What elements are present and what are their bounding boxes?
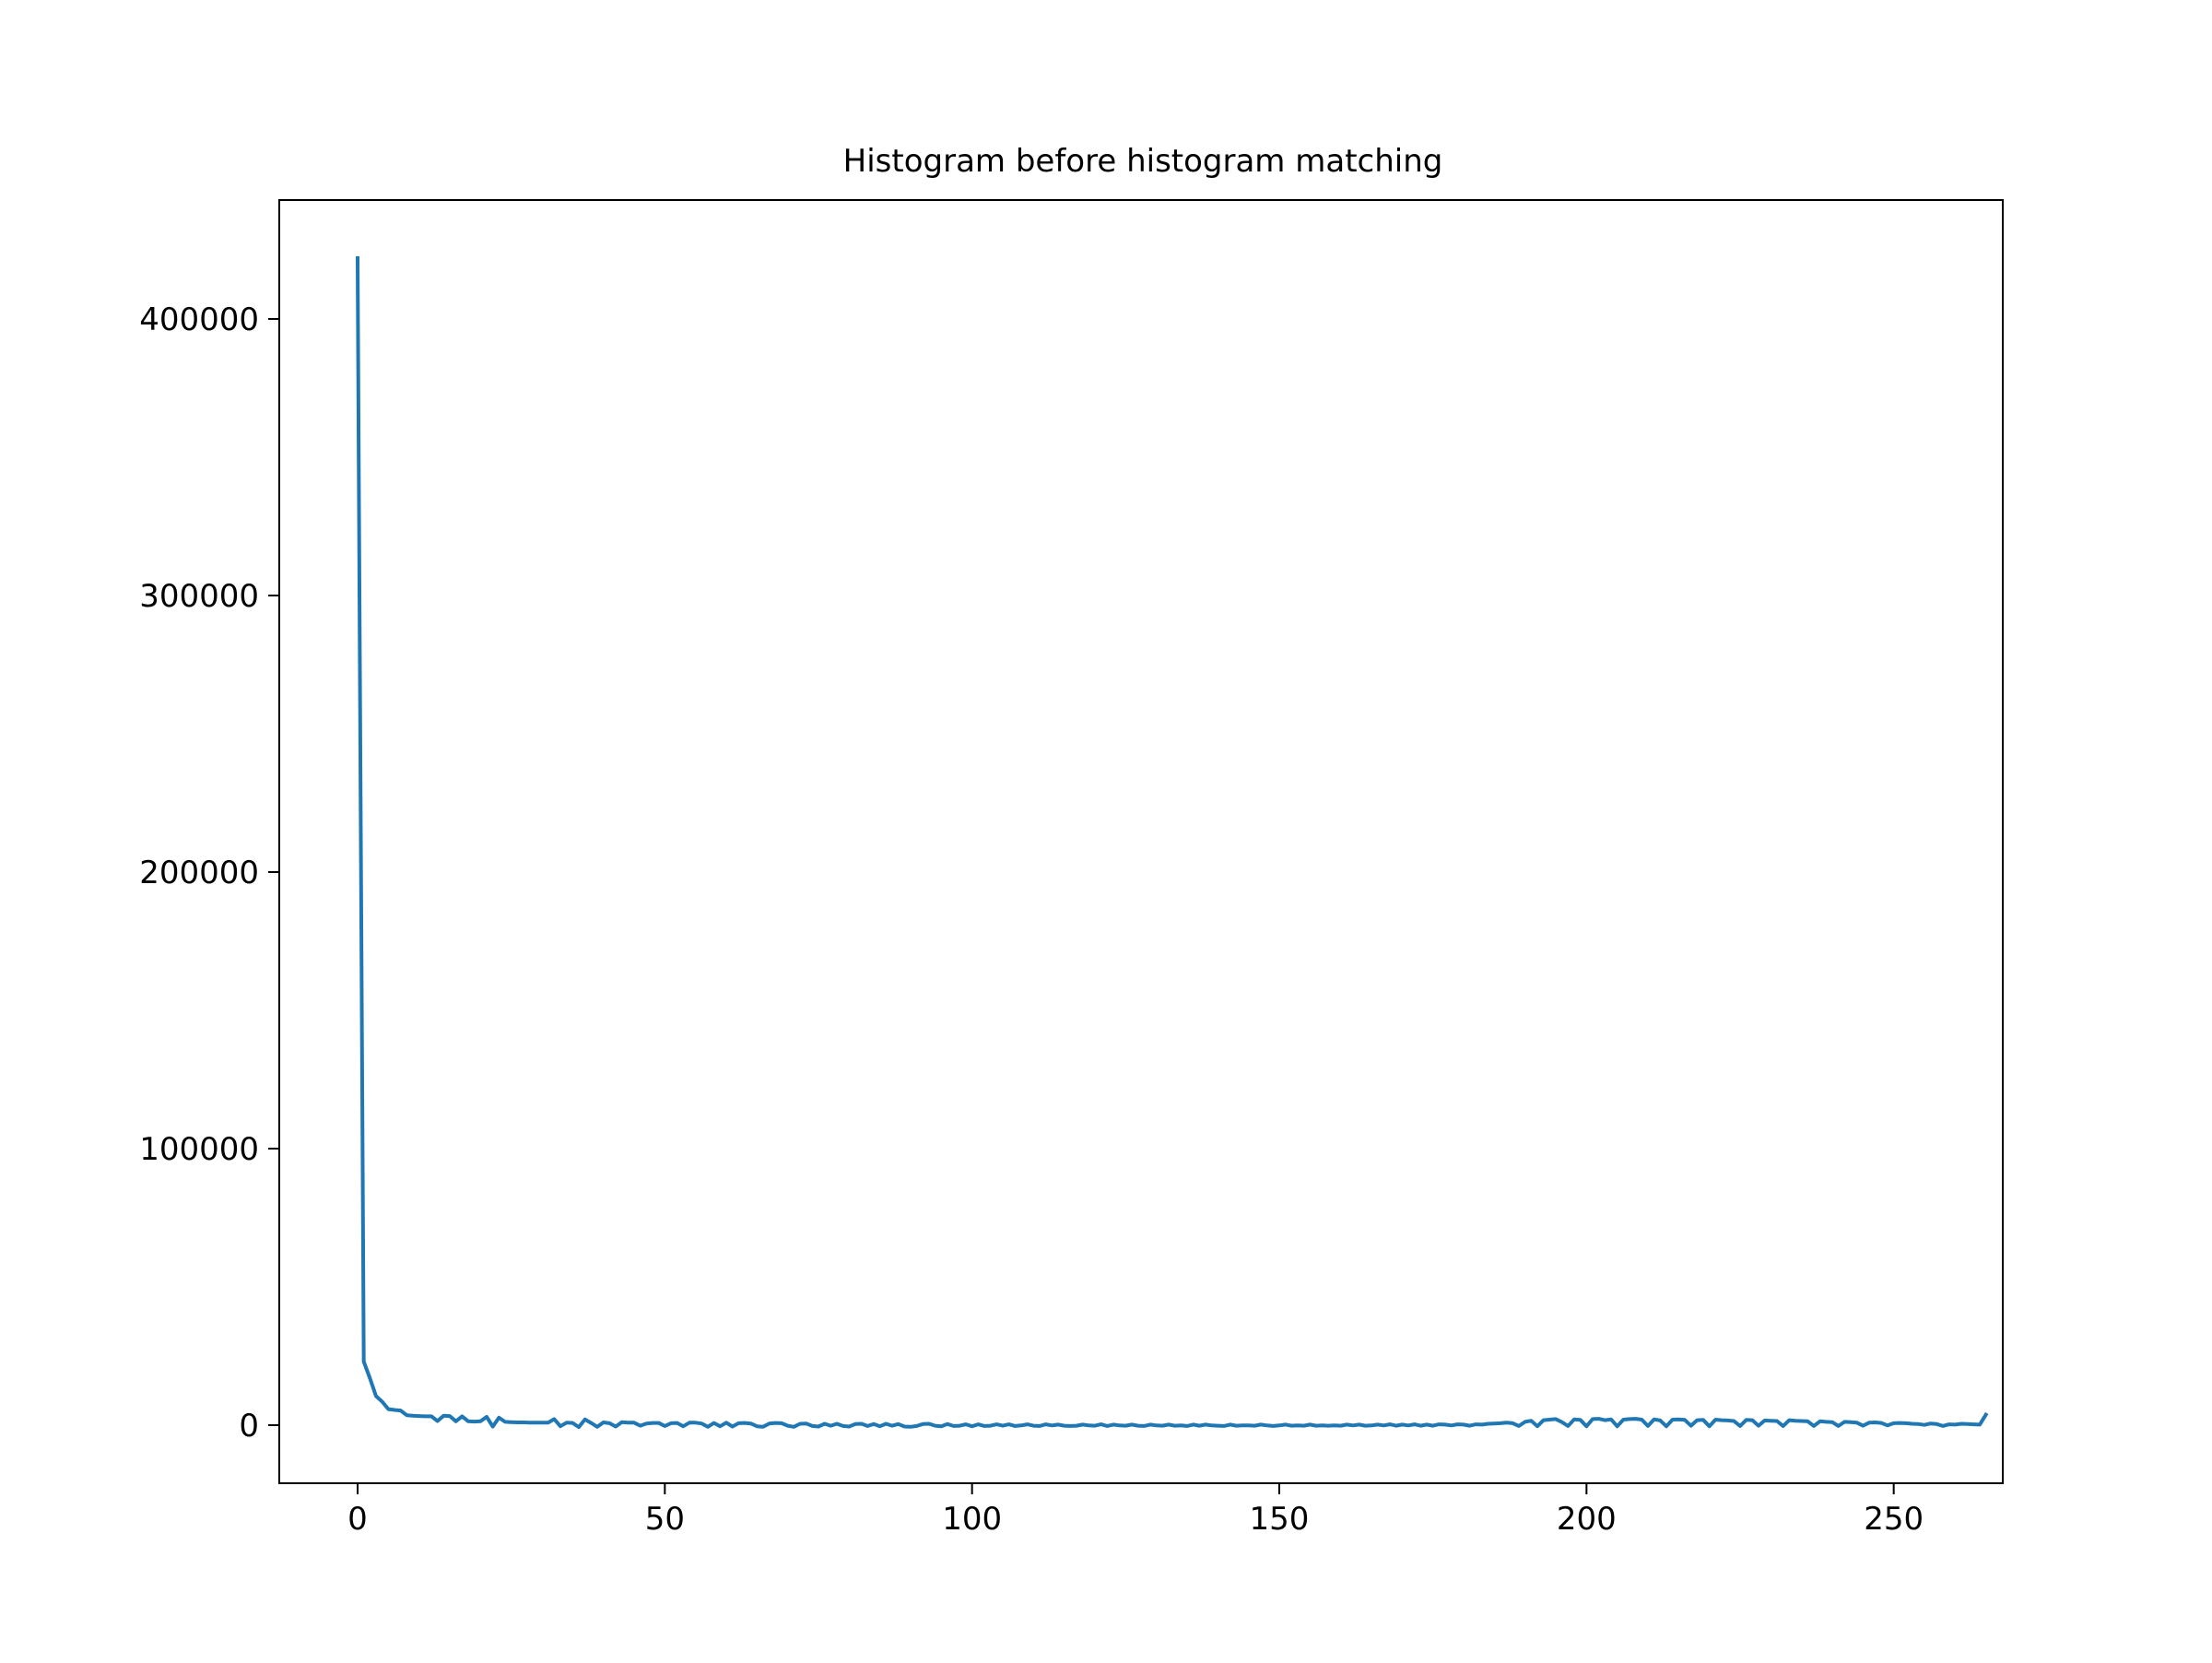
y-tick-label: 200000 bbox=[139, 855, 259, 891]
x-tick-label: 100 bbox=[942, 1501, 1002, 1538]
axes-frame bbox=[278, 199, 2004, 1484]
x-tick-label: 150 bbox=[1250, 1501, 1310, 1538]
x-tick-label: 200 bbox=[1557, 1501, 1617, 1538]
y-tick-label: 100000 bbox=[139, 1131, 259, 1168]
x-tick-label: 50 bbox=[645, 1501, 685, 1538]
chart-title: Histogram before histogram matching bbox=[843, 143, 1443, 180]
plot-area bbox=[355, 255, 1989, 1430]
y-tick-label: 400000 bbox=[139, 301, 259, 338]
x-tick-label: 250 bbox=[1864, 1501, 1924, 1538]
x-tick-label: 0 bbox=[347, 1501, 368, 1538]
y-tick-label: 0 bbox=[239, 1408, 259, 1445]
axes: 0 50 100 150 200 250 0 100000 200000 300000 400000 bbox=[139, 199, 2004, 1538]
series-line-0 bbox=[355, 255, 1989, 1430]
y-tick-label: 300000 bbox=[139, 578, 259, 615]
